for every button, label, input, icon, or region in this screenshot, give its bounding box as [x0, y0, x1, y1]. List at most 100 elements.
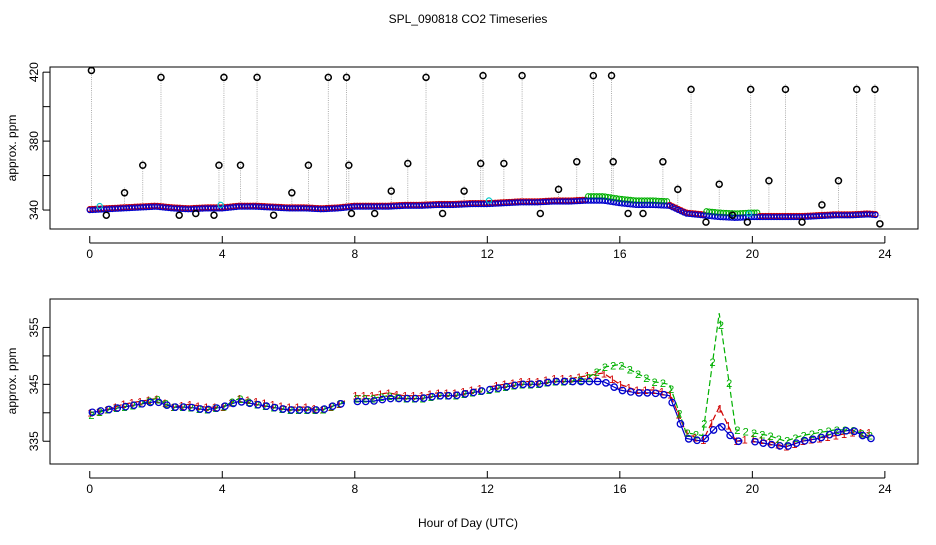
bottom-x-tick-label: 4 [219, 482, 226, 496]
series-1-marker: 1 [725, 421, 731, 433]
bottom-panel: 1 1 1 1 1 1 1 1 1 1 1 1 1 1 1 1 1 1 1 1 1 1 1 1 1 1 1 1 1 1 11 1 1 1 1 1 1 1 1… [5, 298, 919, 496]
series-1-marker: 1 [162, 398, 168, 410]
series-1-marker: 1 [841, 429, 847, 441]
series-3-marker [378, 395, 387, 404]
series-3-marker [701, 434, 710, 443]
spike-marker [345, 161, 353, 169]
series-2-marker: 2 [420, 393, 426, 405]
spike-marker [342, 73, 351, 82]
bottom-x-tick-label: 24 [878, 482, 892, 496]
series-2-marker: 2 [685, 428, 691, 440]
series-1-marker: 1 [352, 391, 358, 403]
series-3-marker [328, 402, 337, 411]
bottom-x-tick-label: 8 [351, 482, 358, 496]
bottom-x-tick-label: 20 [746, 482, 760, 496]
series-3-marker [461, 389, 469, 398]
spike-marker [120, 189, 129, 197]
spike-marker [765, 176, 773, 185]
series-2-marker: 2 [759, 429, 765, 441]
series-3-marker [419, 394, 428, 402]
series-1-marker: 1 [733, 436, 739, 448]
series-3-marker [676, 420, 685, 428]
series-2-marker: 2 [776, 434, 782, 446]
series-2-marker: 2 [204, 405, 210, 417]
spike-marker [479, 71, 487, 80]
top-x-tick-label: 24 [878, 247, 892, 261]
series-2-marker: 2 [411, 394, 417, 406]
series-1-marker: 1 [593, 369, 599, 381]
series-2-marker: 2 [668, 384, 674, 396]
series-3-marker [287, 406, 296, 414]
series-1-marker: 1 [170, 402, 176, 414]
spike-marker [347, 209, 356, 218]
series-1-marker: 1 [477, 383, 483, 395]
top-plot-frame [49, 66, 919, 230]
series-1-marker: 1 [427, 389, 433, 401]
series-2-marker: 2 [693, 429, 699, 441]
series-3-marker [154, 398, 163, 407]
series-1-marker: 1 [377, 389, 383, 401]
spike-marker [370, 209, 379, 218]
series-1-marker: 1 [178, 401, 184, 413]
bottom-x-tick-label: 0 [86, 482, 93, 496]
series-3-marker [684, 435, 693, 443]
series-3-marker [626, 388, 635, 396]
series-3-marker [709, 426, 718, 434]
series-3-marker [718, 423, 726, 431]
top-panel: 0 4 8 12 16 20 24 340 380 420 approx. ppm [5, 62, 919, 261]
series-3-marker [254, 400, 262, 409]
series-3-marker [361, 397, 370, 406]
top-y-axis: 340 380 420 [27, 62, 50, 220]
bottom-plot-frame [49, 298, 919, 465]
series-1-marker: 1 [510, 378, 516, 390]
series-3-marker [527, 380, 536, 389]
bottom-y-axis: 335 345 355 [27, 317, 50, 451]
series-2-marker: 2 [751, 428, 757, 440]
top-baseline-markers [86, 193, 879, 221]
series-2-marker: 2 [743, 427, 749, 439]
series-1-marker: 1 [468, 385, 474, 397]
series-1-marker: 1 [212, 402, 218, 414]
series-2-marker: 2 [353, 394, 359, 406]
series-3-marker [229, 399, 238, 408]
series-2-marker: 2 [320, 404, 326, 416]
series-1-marker: 1 [609, 374, 615, 386]
series-3-marker [784, 442, 792, 450]
series-3-marker [370, 397, 378, 405]
series-3-marker [88, 408, 97, 417]
spike-marker [404, 159, 412, 168]
series-1-marker: 1 [145, 395, 151, 407]
series-2-marker: 2 [246, 397, 252, 409]
series-1-marker: 1 [460, 386, 466, 398]
series-3-line [89, 380, 869, 448]
series-1-marker: 1 [319, 405, 325, 417]
series-3-marker [428, 392, 436, 401]
series-3-marker [759, 439, 768, 447]
series-1-marker: 1 [129, 398, 135, 410]
series-2-marker: 2 [403, 394, 409, 406]
series-2-marker: 2 [271, 402, 277, 414]
series-1-marker: 1 [137, 396, 143, 408]
series-3-marker [237, 398, 246, 406]
series-1-marker: 1 [386, 388, 392, 400]
series-3-marker [138, 399, 146, 408]
series-2-marker: 2 [494, 383, 500, 395]
spike-marker [220, 73, 228, 82]
series-1-marker: 1 [791, 439, 797, 451]
series-2-marker: 2 [817, 427, 823, 439]
series-2-marker: 2 [834, 425, 840, 437]
top-x-tick-label: 8 [351, 247, 358, 261]
series-1-marker: 1 [336, 399, 342, 411]
series-1-marker: 1 [369, 391, 375, 403]
bottom-x-axis: 0 4 8 12 16 20 24 [86, 471, 892, 496]
series-1-marker: 1 [303, 402, 309, 414]
series-3-marker [602, 379, 610, 387]
series-2-marker: 2 [660, 378, 666, 390]
spike-marker [818, 201, 826, 209]
series-3-marker [477, 387, 486, 395]
baseline-marker [872, 211, 879, 219]
series-2-marker: 2 [560, 377, 566, 389]
spike-marker [702, 218, 710, 226]
series-2-marker: 2 [436, 391, 442, 403]
series-2-marker: 2 [295, 405, 301, 417]
